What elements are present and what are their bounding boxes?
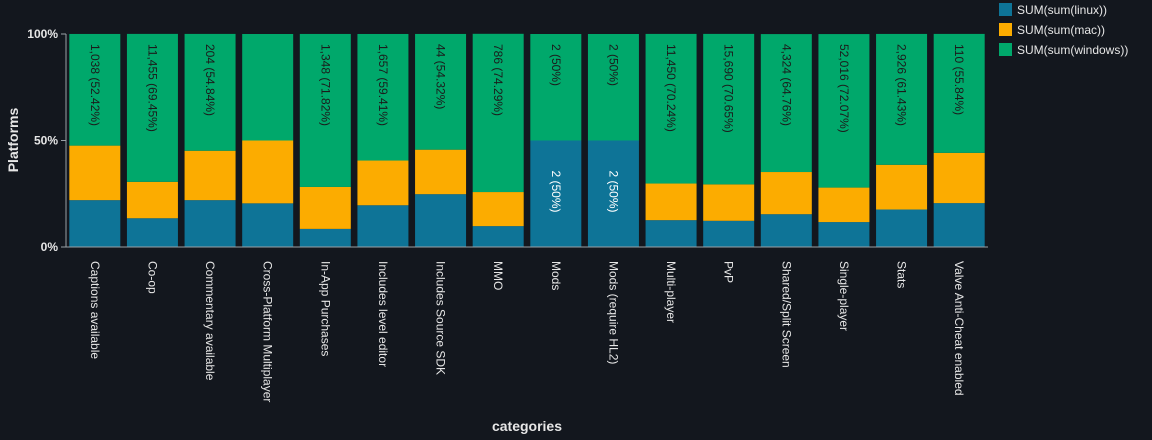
bar-segment <box>760 172 812 215</box>
y-axis: 0% 50% 100% <box>27 27 67 254</box>
bar-segment <box>299 33 351 187</box>
legend-swatch <box>999 23 1012 36</box>
bar-segment <box>703 220 755 247</box>
bar-segment <box>415 149 467 195</box>
x-tick-label: MMO <box>491 261 505 290</box>
bar-segment <box>415 33 467 150</box>
data-label: 44 (54.32%) <box>434 44 448 109</box>
bar-segment <box>69 145 121 201</box>
bar-segment <box>645 220 697 247</box>
y-axis-title: Platforms <box>5 108 21 173</box>
y-tick-label: 0% <box>41 240 59 254</box>
x-tick-label: Multi-player <box>664 261 678 323</box>
x-tick-label: Single-player <box>837 261 851 331</box>
bar-segment <box>876 209 928 247</box>
bar-segment <box>357 33 409 161</box>
bar-segment <box>703 184 755 221</box>
bar-segment <box>530 34 582 141</box>
bar-segment <box>645 183 697 221</box>
bar-segment <box>126 181 178 219</box>
bar-segment <box>472 226 524 247</box>
data-label: 786 (74.29%) <box>491 44 505 116</box>
data-label: 2 (50%) <box>606 171 620 213</box>
bar-segment <box>415 194 467 247</box>
legend-label: SUM(sum(linux)) <box>1017 3 1107 17</box>
legend-swatch <box>999 43 1012 56</box>
bar-segment <box>818 222 870 247</box>
bar-segment <box>760 214 812 247</box>
bar-segment <box>242 140 294 204</box>
bar-segment <box>184 33 236 151</box>
bar-segment <box>818 34 870 188</box>
legend: SUM(sum(linux)) SUM(sum(mac)) SUM(sum(wind… <box>999 3 1128 57</box>
bar-segment <box>242 203 294 247</box>
bar-segment <box>933 33 985 153</box>
bar-segment <box>299 228 351 247</box>
bar-segment <box>645 33 697 184</box>
bar-segment <box>703 33 755 185</box>
bar-segment <box>530 140 582 247</box>
x-tick-label: Stats <box>895 261 909 288</box>
data-label: 1,038 (52.42%) <box>88 44 102 126</box>
legend-label: SUM(sum(mac)) <box>1017 23 1105 37</box>
bar-segment <box>933 203 985 247</box>
x-tick-label: Valve Anti-Cheat enabled <box>952 261 966 396</box>
bar-segment <box>126 33 178 182</box>
bar-segment <box>69 33 121 146</box>
bar-segment <box>876 164 928 210</box>
x-tick-label: PvP <box>722 261 736 283</box>
bar-segment <box>587 140 639 247</box>
x-axis: Captions available Co-op Commentary availa… <box>66 246 988 402</box>
data-label: 2 (50%) <box>549 44 563 86</box>
bar-segment <box>818 187 870 223</box>
bar-segment <box>587 34 639 141</box>
bar-segment <box>69 200 121 247</box>
x-tick-label: Includes Source SDK <box>434 261 448 375</box>
data-label: 11,450 (70.24%) <box>664 44 678 132</box>
x-tick-label: Mods <box>549 261 563 290</box>
bar-segment <box>184 200 236 247</box>
data-label: 11,455 (69.45%) <box>145 44 159 132</box>
bar-segment <box>760 34 812 173</box>
legend-swatch <box>999 3 1012 16</box>
x-tick-label: Co-op <box>145 261 159 294</box>
x-tick-label: Cross-Platform Multiplayer <box>261 261 275 402</box>
data-label: 2 (50%) <box>606 44 620 86</box>
data-label: 204 (54.84%) <box>203 44 217 116</box>
bar-segment <box>472 192 524 227</box>
x-tick-label: Shared/Split Screen <box>779 261 793 368</box>
legend-label: SUM(sum(windows)) <box>1017 43 1128 57</box>
bar-segment <box>184 150 236 201</box>
bar-segment <box>242 34 294 141</box>
data-label: 1,657 (59.41%) <box>376 44 390 126</box>
bar-segment <box>357 160 409 206</box>
bar-segment <box>126 218 178 247</box>
bar-segment <box>933 152 985 204</box>
x-tick-label: Includes level editor <box>376 261 390 367</box>
x-tick-label: Mods (require HL2) <box>606 261 620 364</box>
data-label: 110 (55.84%) <box>952 44 966 115</box>
data-label: 52,016 (72.07%) <box>837 44 851 133</box>
bar-segment <box>357 205 409 247</box>
x-tick-label: In-App Purchases <box>318 261 332 356</box>
data-labels-group: 1,038 (52.42%) 11,455 (69.45%) 204 (54.84%… <box>88 44 966 213</box>
data-label: 1,348 (71.82%) <box>318 44 332 126</box>
x-axis-title: categories <box>492 418 562 434</box>
x-tick-label: Commentary available <box>203 261 217 381</box>
bar-segment <box>472 33 524 193</box>
bar-segment <box>299 186 351 229</box>
data-label: 4,324 (64.76%) <box>779 44 793 126</box>
y-tick-label: 100% <box>27 27 58 41</box>
data-label: 15,690 (70.65%) <box>722 44 736 133</box>
y-tick-label: 50% <box>34 134 58 148</box>
data-label: 2 (50%) <box>549 171 563 213</box>
bars-group <box>69 33 985 247</box>
data-label: 2,926 (61.43%) <box>895 44 909 126</box>
x-tick-label: Captions available <box>88 261 102 359</box>
bar-segment <box>876 33 928 165</box>
